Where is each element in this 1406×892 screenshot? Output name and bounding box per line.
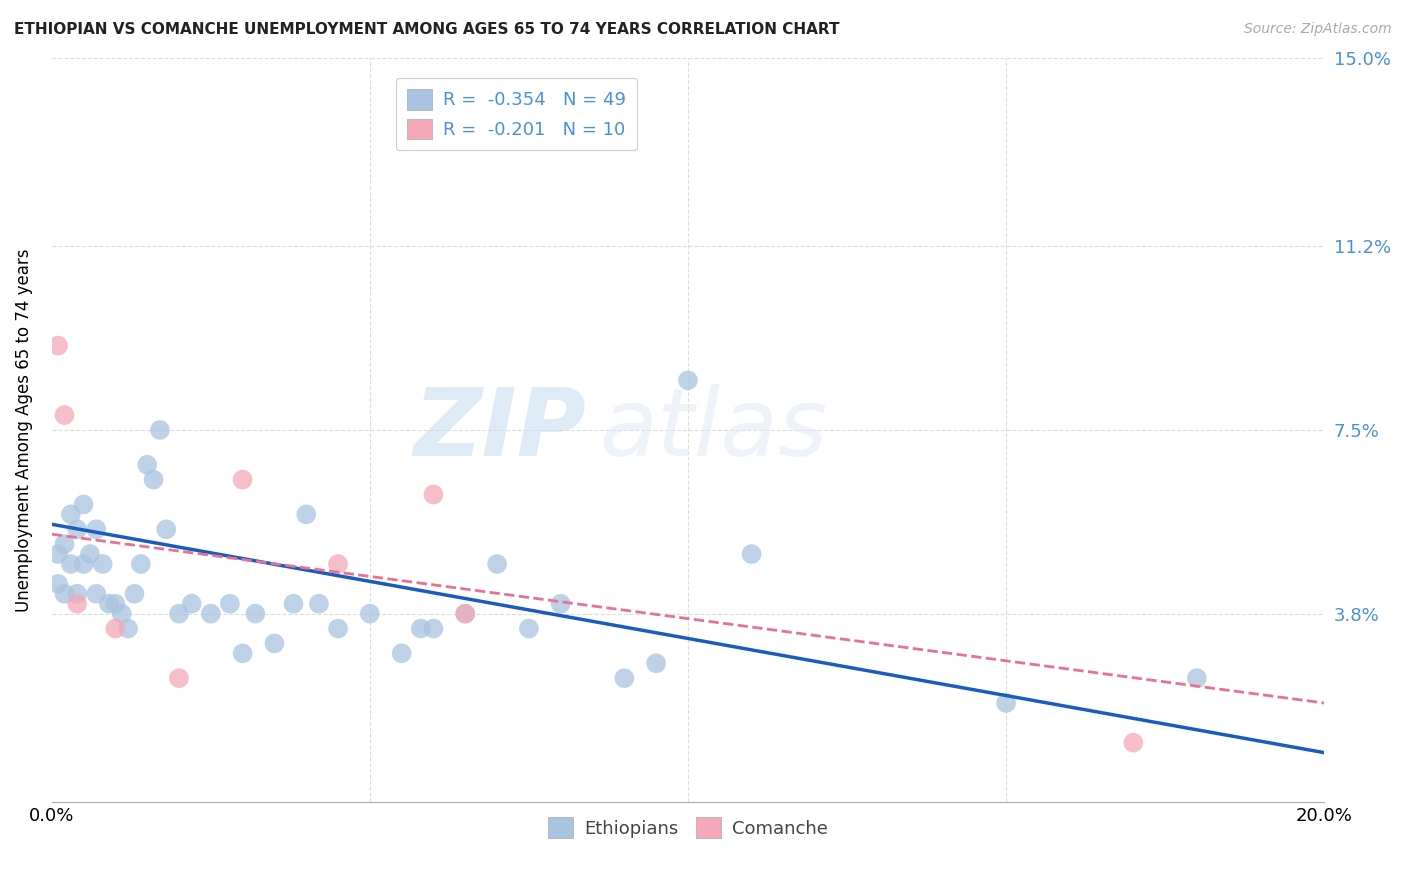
Point [155,522,177,536]
Text: ETHIOPIAN VS COMANCHE UNEMPLOYMENT AMONG AGES 65 TO 74 YEARS CORRELATION CHART: ETHIOPIAN VS COMANCHE UNEMPLOYMENT AMONG… [14,22,839,37]
Point [180,597,202,611]
Point [53,537,76,551]
Text: Source: ZipAtlas.com: Source: ZipAtlas.com [1244,22,1392,37]
Point [741,547,763,561]
Point [422,622,444,636]
Point [200,607,222,621]
Point [46,338,69,352]
Point [91,557,114,571]
Point [676,373,699,387]
Point [517,622,540,636]
Point [98,597,121,611]
Point [283,597,305,611]
Point [117,622,139,636]
Point [129,557,152,571]
Text: atlas: atlas [599,384,827,475]
Text: ZIP: ZIP [413,384,586,476]
Point [263,636,285,650]
Point [995,696,1018,710]
Point [409,622,432,636]
Point [232,473,254,487]
Y-axis label: Unemployment Among Ages 65 to 74 years: Unemployment Among Ages 65 to 74 years [15,248,32,612]
Point [66,522,89,536]
Point [46,547,69,561]
Point [142,473,165,487]
Point [613,671,636,685]
Point [66,587,89,601]
Point [454,607,477,621]
Point [104,622,127,636]
Point [104,597,127,611]
Point [53,587,76,601]
Point [326,557,349,571]
Point [59,508,82,522]
Legend: Ethiopians, Comanche: Ethiopians, Comanche [540,810,835,846]
Point [72,498,94,512]
Point [422,487,444,501]
Point [72,557,94,571]
Point [391,646,413,660]
Point [359,607,381,621]
Point [136,458,159,472]
Point [245,607,267,621]
Point [79,547,101,561]
Point [232,646,254,660]
Point [149,423,172,437]
Point [1122,736,1144,750]
Point [454,607,477,621]
Point [1185,671,1208,685]
Point [167,607,190,621]
Point [53,408,76,422]
Point [645,657,668,671]
Point [59,557,82,571]
Point [219,597,242,611]
Point [84,587,107,601]
Point [124,587,146,601]
Point [84,522,107,536]
Point [326,622,349,636]
Point [46,577,69,591]
Point [295,508,318,522]
Point [308,597,330,611]
Point [550,597,572,611]
Point [486,557,509,571]
Point [167,671,190,685]
Point [111,607,134,621]
Point [66,597,89,611]
